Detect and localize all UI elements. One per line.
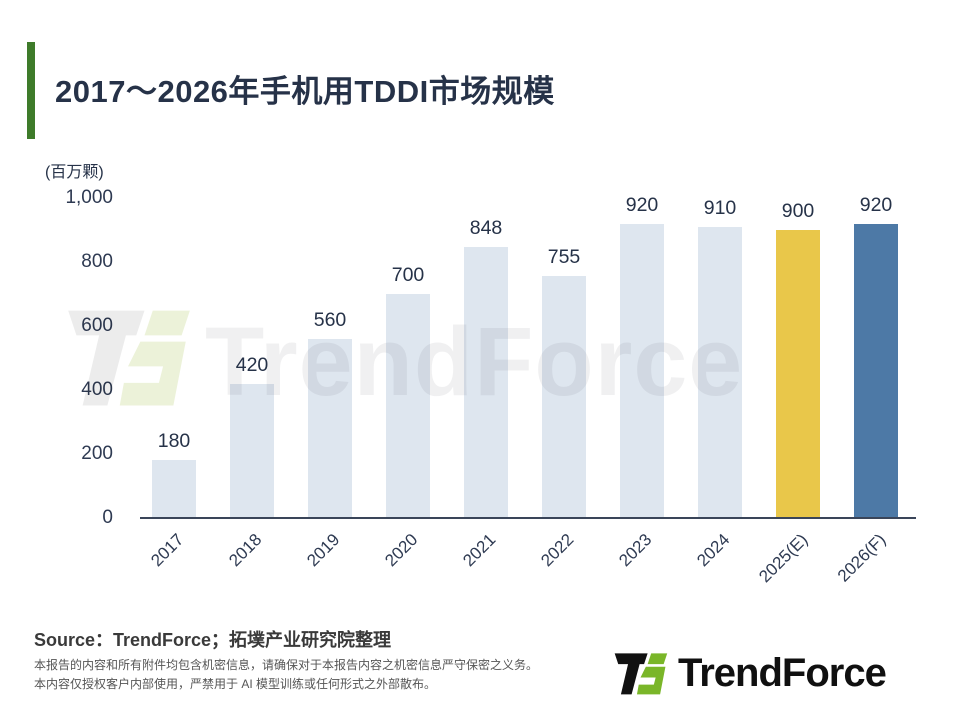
- bar-value-2022: 755: [547, 246, 581, 269]
- bar-value-2020: 700: [391, 264, 425, 286]
- bar-2019: [308, 338, 352, 518]
- page-title: 2017～2026年手机用TDDI市场规模: [55, 74, 555, 109]
- x-tick-2022: 2022: [537, 530, 578, 571]
- bar-2023: [620, 223, 664, 518]
- trendforce-logo: TrendForce: [612, 648, 887, 698]
- bar-value-2023: 920: [625, 193, 659, 216]
- x-tick-2023: 2023: [615, 530, 656, 571]
- y-tick-800: 800: [81, 251, 113, 272]
- y-tick-200: 200: [81, 443, 113, 464]
- bar-2020: [386, 294, 430, 518]
- bar-2022: [542, 276, 586, 518]
- source-attribution: Source：TrendForce；拓墣产业研究院整理: [34, 630, 392, 650]
- confidentiality-disclaimer: 本报告的内容和所有附件均包含机密信息，请确保对于本报告内容之机密信息严守保密之义…: [34, 656, 538, 694]
- bar-2021: [464, 246, 508, 518]
- x-tick-2019: 2019: [303, 530, 344, 571]
- plot-area: 180 420 560 700 848 755 920 910 900 920: [140, 194, 915, 518]
- bar-value-2017: 180: [157, 430, 191, 453]
- disclaimer-line-1: 本报告的内容和所有附件均包含机密信息，请确保对于本报告内容之机密信息严守保密之义…: [34, 658, 539, 672]
- x-axis-line: [140, 517, 916, 519]
- bar-2024: [698, 226, 742, 518]
- bar-value-2021: 848: [469, 216, 503, 239]
- x-tick-2025(E): 2025(E): [755, 530, 812, 587]
- y-axis-unit-label: (百万颗): [45, 164, 104, 181]
- y-tick-400: 400: [81, 379, 113, 400]
- bar-value-2018: 420: [235, 353, 269, 376]
- bar-value-2026(F): 920: [859, 193, 893, 216]
- x-axis-labels: 2017 2018 2019 2020 2021 2022 2023 2024 2025(E) 2…: [140, 518, 915, 628]
- bar-2025(E): [776, 230, 820, 518]
- x-tick-2018: 2018: [225, 530, 266, 571]
- x-tick-2026(F): 2026(F): [833, 530, 890, 586]
- title-accent-bar: [27, 42, 35, 139]
- x-tick-2021: 2021: [459, 530, 500, 571]
- trendforce-logo-icon: [614, 653, 668, 695]
- bar-value-2024: 910: [703, 196, 737, 219]
- y-axis: 0 200 400 600 800 1,000: [28, 187, 113, 528]
- bar-value-2019: 560: [313, 308, 347, 331]
- trendforce-logo-text: TrendForce: [678, 650, 887, 695]
- x-tick-2017: 2017: [147, 530, 188, 571]
- bar-value-2025(E): 900: [781, 200, 815, 222]
- y-tick-1000: 1,000: [65, 187, 113, 208]
- bar-2017: [152, 460, 196, 518]
- disclaimer-line-2: 本内容仅授权客户内部使用，严禁用于 AI 模型训练或任何形式之外部散布。: [34, 677, 437, 691]
- bar-2026(F): [854, 223, 898, 518]
- y-tick-0: 0: [102, 507, 113, 528]
- x-tick-2024: 2024: [693, 530, 734, 571]
- x-tick-2020: 2020: [381, 530, 422, 571]
- y-tick-600: 600: [81, 315, 113, 336]
- bar-2018: [230, 383, 274, 518]
